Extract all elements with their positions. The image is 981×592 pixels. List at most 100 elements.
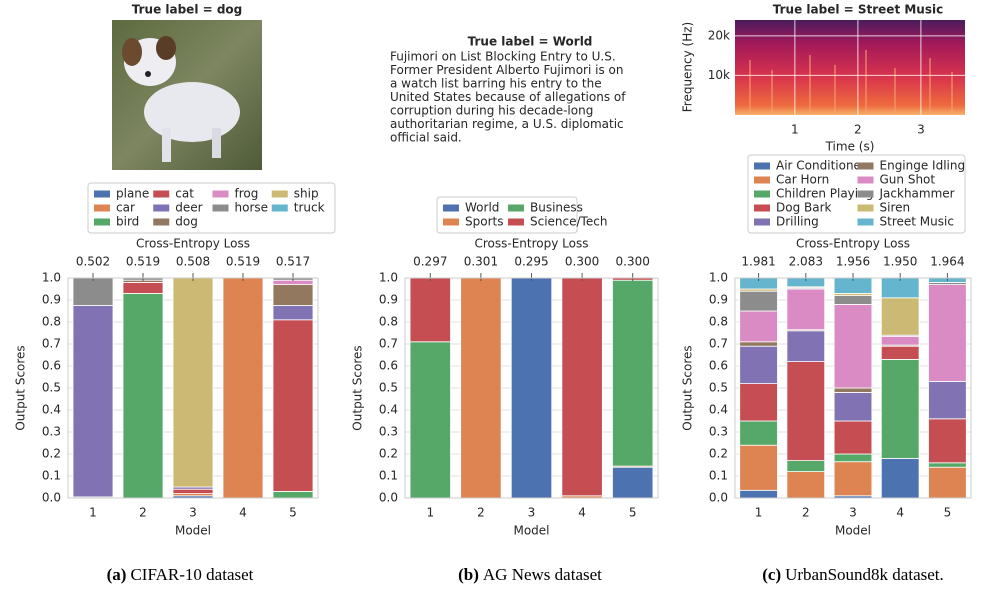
- bar-segment: [123, 293, 163, 498]
- bar-segment: [834, 296, 872, 305]
- legend-swatch: [153, 205, 169, 212]
- caption-label: (a): [107, 565, 127, 584]
- bar-segment: [123, 282, 163, 293]
- article-text: United States because of allegations of: [390, 90, 626, 104]
- caption-text: CIFAR-10 dataset: [130, 565, 253, 584]
- bar-segment: [929, 463, 967, 467]
- panel-title: True label = World: [468, 35, 593, 49]
- bar-segment: [929, 381, 967, 418]
- y-tick-label: 0.5: [379, 381, 398, 395]
- legend-label: Car Horn: [776, 173, 829, 187]
- legend-swatch: [754, 219, 770, 226]
- legend-label: car: [116, 201, 135, 215]
- legend-label: Siren: [880, 201, 911, 215]
- article-text: a watch list barring his entry to the: [390, 77, 602, 91]
- x-tick-label: 5: [289, 506, 297, 520]
- legend-label: bird: [116, 215, 139, 229]
- bar-segment: [273, 491, 313, 498]
- bar-segment: [740, 445, 778, 490]
- bar-segment: [740, 490, 778, 498]
- x-tick-label: 1: [426, 506, 434, 520]
- legend-swatch: [443, 219, 459, 226]
- y-tick-label: 1.0: [42, 271, 61, 285]
- y-tick-label: 0.4: [709, 403, 728, 417]
- legend-label: Dog Bark: [776, 201, 832, 215]
- x-tick-label: 2: [802, 506, 810, 520]
- spectrogram-y-tick-label: 10k: [708, 68, 730, 82]
- bar-segment: [73, 278, 113, 306]
- bar-segment: [834, 388, 872, 392]
- bar-segment: [273, 285, 313, 306]
- bar-segment: [740, 311, 778, 342]
- bar-segment: [173, 489, 213, 493]
- legend-label: plane: [116, 187, 149, 201]
- y-tick-label: 0.0: [379, 491, 398, 505]
- panel-title: True label = Street Music: [773, 3, 943, 17]
- spectrogram-y-tick-label: 20k: [708, 28, 730, 42]
- legend-label: truck: [294, 201, 325, 215]
- bar-segment: [834, 421, 872, 454]
- y-tick-label: 0.6: [42, 359, 61, 373]
- dog-image: [112, 20, 262, 170]
- y-axis-label: Output Scores: [681, 345, 695, 430]
- caption: (b)AG News dataset: [458, 565, 602, 584]
- legend-label: Science/Tech: [530, 215, 607, 229]
- y-tick-label: 0.1: [379, 469, 398, 483]
- article-text: official said.: [390, 131, 462, 145]
- caption: (a)CIFAR-10 dataset: [107, 565, 254, 584]
- bar-segment: [787, 331, 825, 362]
- loss-label: 0.300: [565, 255, 599, 269]
- y-tick-label: 0.6: [709, 359, 728, 373]
- legend-label: dog: [175, 215, 198, 229]
- loss-label: 2.083: [789, 255, 823, 269]
- legend-swatch: [858, 219, 874, 226]
- y-tick-label: 0.9: [709, 293, 728, 307]
- y-tick-label: 0.8: [709, 315, 728, 329]
- y-tick-label: 0.1: [42, 469, 61, 483]
- bar-segment: [929, 419, 967, 463]
- x-tick-label: 3: [849, 506, 857, 520]
- legend-label: deer: [175, 201, 202, 215]
- y-tick-label: 0.0: [42, 491, 61, 505]
- caption-label: (c): [762, 565, 781, 584]
- article-text: authoritarian regime, a U.S. diplomatic: [390, 117, 624, 131]
- bar-segment: [562, 278, 602, 496]
- bar-segment: [612, 280, 652, 466]
- bar-segment: [834, 454, 872, 462]
- legend-swatch: [754, 177, 770, 184]
- x-axis-label: Model: [175, 524, 211, 538]
- bar-segment: [881, 346, 919, 359]
- legend-swatch: [508, 219, 524, 226]
- bar-segment: [834, 304, 872, 388]
- bar-segment: [881, 359, 919, 458]
- loss-label: 1.981: [741, 255, 775, 269]
- legend-swatch: [94, 191, 110, 198]
- x-tick-label: 1: [755, 506, 763, 520]
- legend-swatch: [213, 205, 229, 212]
- bar-segment: [740, 421, 778, 445]
- x-axis-label: Model: [513, 524, 549, 538]
- bar-segment: [929, 467, 967, 498]
- caption: (c)UrbanSound8k dataset.: [762, 565, 944, 584]
- legend-swatch: [443, 205, 459, 212]
- legend-swatch: [94, 205, 110, 212]
- bar-segment: [834, 462, 872, 496]
- loss-label: 0.519: [226, 255, 260, 269]
- bar-segment: [834, 392, 872, 421]
- spectrogram-x-label: Time (s): [825, 140, 875, 154]
- loss-label: 0.297: [413, 255, 447, 269]
- y-axis-label: Output Scores: [351, 345, 365, 430]
- loss-label: 0.519: [126, 255, 160, 269]
- legend-swatch: [213, 191, 229, 198]
- legend-label: ship: [294, 187, 319, 201]
- bar-segment: [740, 291, 778, 311]
- y-axis-label: Output Scores: [14, 345, 28, 430]
- y-tick-label: 0.0: [709, 491, 728, 505]
- y-tick-label: 0.3: [709, 425, 728, 439]
- loss-label: 0.508: [176, 255, 210, 269]
- legend-swatch: [858, 191, 874, 198]
- bar-segment: [612, 467, 652, 498]
- y-tick-label: 0.7: [379, 337, 398, 351]
- spectrogram-image: [735, 20, 965, 115]
- bar-segment: [787, 461, 825, 472]
